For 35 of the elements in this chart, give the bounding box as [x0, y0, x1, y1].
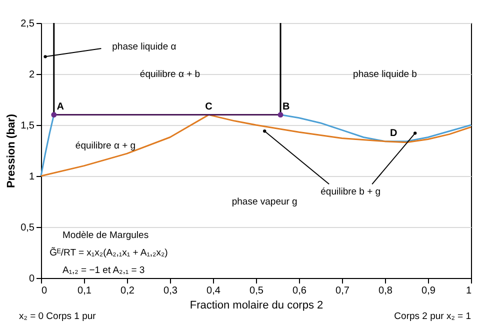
annotation: équilibre α + g: [75, 140, 136, 152]
annotation: équilibre b + g: [320, 186, 381, 198]
annotation: G̃ᴱ/RT = x₁x₂(A₂,₁x₁ + A₁,₂x₂): [50, 246, 168, 258]
text: x₂ = 0 Corps 1 pur: [19, 311, 96, 322]
y-tick-label: 1: [28, 172, 35, 182]
x-axis-title: Fraction molaire du corps 2: [190, 300, 324, 312]
x-tick-label: 0,3: [164, 286, 178, 296]
x-tick-label: 0,4: [206, 286, 221, 296]
annotation: B: [282, 102, 290, 113]
y-tick-label: 0: [28, 274, 35, 284]
x-tick-label: 0: [42, 286, 48, 296]
y-tick-label: 2: [28, 70, 35, 80]
y-tick-label: 2,5: [20, 18, 35, 30]
x-tick-label: 0,7: [336, 286, 350, 296]
x-tick-label: 0,8: [378, 286, 393, 296]
annotation: phase vapeur g: [232, 196, 298, 208]
x-tick-label: 0,5: [250, 286, 264, 296]
line-series: [40, 114, 472, 177]
annotation: C: [205, 102, 212, 113]
annotation: A₁,₂ = −1 et A₂,₁ = 3: [62, 264, 145, 276]
y-axis-title: Pression (bar): [6, 114, 18, 188]
y-tick-label: 0,5: [20, 222, 35, 234]
y-tick-label: 1,5: [20, 120, 35, 132]
annotation: D: [390, 128, 398, 140]
x-tick-label: 0,6: [292, 286, 307, 296]
x-tick-label: 0,9: [422, 286, 436, 296]
x-tick-label: 0,1: [78, 286, 92, 296]
annotation: phase liquide b: [353, 69, 417, 80]
annotation: équilibre α + b: [140, 69, 200, 80]
annotation: Modèle de Margules: [62, 230, 149, 242]
text: Corps 2 pur x₂ = 1: [394, 311, 471, 322]
annotation: A: [56, 102, 64, 113]
x-tick-label: 0,2: [120, 286, 135, 296]
annotation: phase liquide α: [112, 41, 177, 52]
x-tick-label: 1: [466, 286, 472, 296]
